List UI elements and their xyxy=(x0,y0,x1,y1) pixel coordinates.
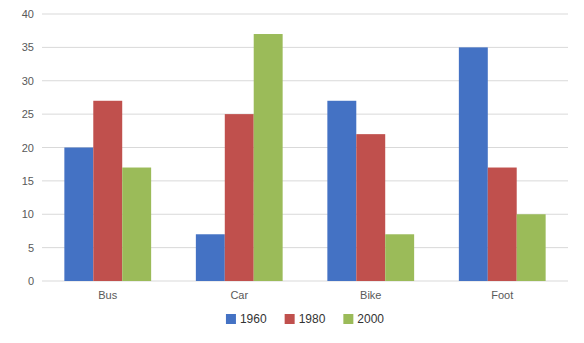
y-tick-label: 35 xyxy=(22,41,34,53)
legend-label: 2000 xyxy=(357,312,384,326)
bar xyxy=(459,47,488,281)
legend-swatch xyxy=(343,314,353,324)
legend-label: 1980 xyxy=(299,312,326,326)
x-tick-label: Car xyxy=(230,289,248,301)
bar xyxy=(356,134,385,281)
legend-item: 2000 xyxy=(343,312,384,326)
grid-line xyxy=(42,14,568,15)
chart: 0 5 10 15 20 25 30 35 40 Bus Car Bike Foot 1960 1980 20… xyxy=(0,0,584,343)
bar xyxy=(488,168,517,281)
legend-item: 1980 xyxy=(285,312,326,326)
bar xyxy=(93,101,122,281)
legend-swatch xyxy=(285,314,295,324)
bar xyxy=(517,214,546,281)
bar xyxy=(385,234,414,281)
chart-container: 0 5 10 15 20 25 30 35 40 Bus Car Bike Foot 1960 1980 20… xyxy=(0,0,584,343)
legend: 1960 1980 2000 xyxy=(226,312,384,326)
x-tick-label: Bike xyxy=(360,289,381,301)
bar xyxy=(122,168,151,281)
bars xyxy=(64,34,545,281)
y-tick-label: 5 xyxy=(28,242,34,254)
y-tick-label: 10 xyxy=(22,208,34,220)
x-tick-label: Foot xyxy=(491,289,513,301)
grid-line xyxy=(42,80,568,81)
y-tick-label: 0 xyxy=(28,275,34,287)
grid-line xyxy=(42,47,568,48)
bar xyxy=(64,148,93,282)
x-tick-label: Bus xyxy=(98,289,117,301)
y-tick-label: 40 xyxy=(22,8,34,20)
y-tick-label: 15 xyxy=(22,175,34,187)
bar xyxy=(225,114,254,281)
bar xyxy=(327,101,356,281)
legend-label: 1960 xyxy=(240,312,267,326)
legend-item: 1960 xyxy=(226,312,267,326)
bar xyxy=(196,234,225,281)
legend-swatch xyxy=(226,314,236,324)
grid xyxy=(42,14,568,281)
y-tick-label: 25 xyxy=(22,108,34,120)
y-tick-label: 30 xyxy=(22,75,34,87)
bar xyxy=(254,34,283,281)
y-tick-label: 20 xyxy=(22,142,34,154)
